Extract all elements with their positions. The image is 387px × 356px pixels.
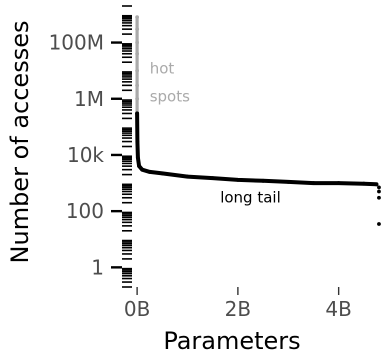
tail-point xyxy=(140,167,145,172)
y-tick-label: 1M xyxy=(74,87,104,111)
annotation-label: hot xyxy=(150,59,175,77)
y-axis-title: Number of accesses xyxy=(6,21,34,264)
x-tick-label: 2B xyxy=(225,297,251,321)
tail-point xyxy=(185,174,190,179)
hot-point xyxy=(135,51,140,56)
x-axis-ticks: 0B 2B 4B xyxy=(124,287,352,321)
tail-point xyxy=(135,155,140,160)
annotation-label: long tail xyxy=(220,189,281,207)
tail-point xyxy=(235,177,240,182)
y-minor-ticks xyxy=(122,5,132,288)
tail-point xyxy=(135,139,140,144)
annotation-label: spots xyxy=(150,87,190,105)
y-tick-label: 100 xyxy=(66,199,104,223)
tail-point xyxy=(210,176,215,181)
tail-point xyxy=(311,181,316,185)
hot-point xyxy=(135,15,140,20)
tail-point xyxy=(377,195,381,200)
tail-point xyxy=(336,181,341,185)
y-tick-label: 100M xyxy=(49,31,104,55)
tail-point xyxy=(147,169,152,174)
tail-point xyxy=(261,178,265,183)
x-axis-title: Parameters xyxy=(163,327,300,355)
hot-spots-series xyxy=(135,15,140,116)
tail-point xyxy=(135,111,140,116)
tail-point xyxy=(160,171,165,176)
hot-point xyxy=(135,40,140,45)
y-tick-label: 1 xyxy=(91,255,104,279)
tail-point xyxy=(137,164,142,169)
hot-point xyxy=(135,27,140,32)
tail-curve xyxy=(135,111,379,187)
chart-annotations: hot spots long tail xyxy=(150,59,281,206)
hot-point xyxy=(135,68,140,73)
y-tick-label: 10k xyxy=(67,143,104,167)
hot-point xyxy=(135,83,140,88)
tail-point xyxy=(286,179,291,184)
x-tick-label: 0B xyxy=(124,297,150,321)
tail-point xyxy=(377,185,381,190)
x-tick-label: 4B xyxy=(325,297,351,321)
hot-point xyxy=(135,96,140,101)
long-tail-series xyxy=(135,111,381,226)
tail-point xyxy=(377,189,381,194)
tail-point xyxy=(377,222,381,226)
tail-point xyxy=(374,182,379,187)
y-axis-ticks: 1 100 10k 1M 100M xyxy=(49,31,122,279)
tail-point xyxy=(361,181,366,186)
